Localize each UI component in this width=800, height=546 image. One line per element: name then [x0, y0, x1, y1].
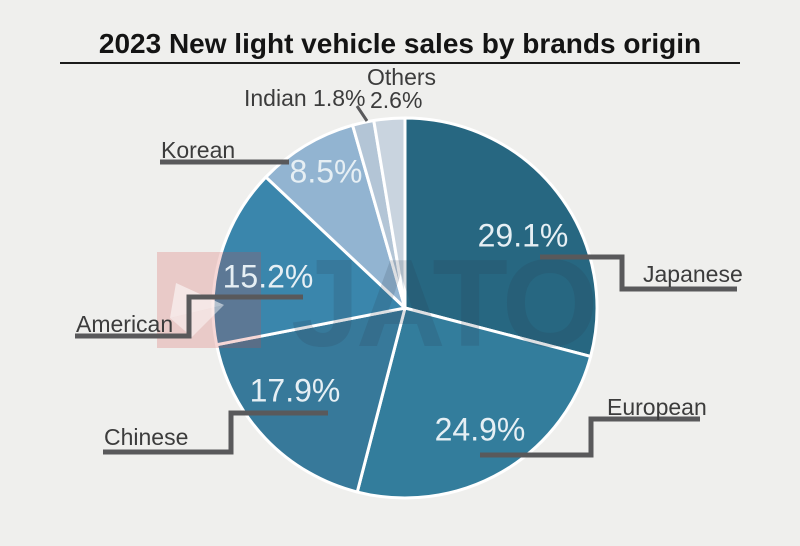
american-label: American — [76, 311, 174, 337]
chinese-percent-label: 17.9% — [249, 372, 341, 409]
pie-slices — [211, 116, 599, 500]
indian-callout-line — [355, 105, 369, 122]
japanese-callout-line — [540, 254, 737, 292]
korean-percent-label: 8.5% — [289, 153, 363, 190]
chinese-callout-line — [103, 410, 328, 455]
pie-slice-chinese — [215, 306, 407, 494]
pie-slice-others — [372, 116, 407, 310]
title-underline — [60, 62, 740, 64]
others-label: Others — [367, 64, 437, 90]
jato-watermark-text: JATO — [291, 235, 598, 373]
chinese-label: Chinese — [104, 424, 189, 450]
american-callout-line — [75, 294, 303, 339]
european-label: European — [607, 394, 707, 420]
pie-slice-korean — [264, 123, 407, 310]
pie-slice-american — [211, 175, 407, 347]
pie-slice-european — [355, 306, 593, 500]
korean-label: Korean — [161, 137, 236, 163]
american-percent-label: 15.2% — [222, 258, 314, 295]
chart-title: 2023 New light vehicle sales by brands o… — [98, 28, 702, 59]
pie-slice-japanese — [403, 116, 599, 358]
european-callout-line — [480, 416, 700, 458]
others-percent-label: 2.6% — [370, 87, 423, 113]
japanese-label: Japanese — [643, 261, 743, 287]
european-percent-label: 24.9% — [434, 411, 526, 448]
indian-label: Indian 1.8% — [244, 85, 366, 111]
japanese-percent-label: 29.1% — [477, 217, 569, 254]
